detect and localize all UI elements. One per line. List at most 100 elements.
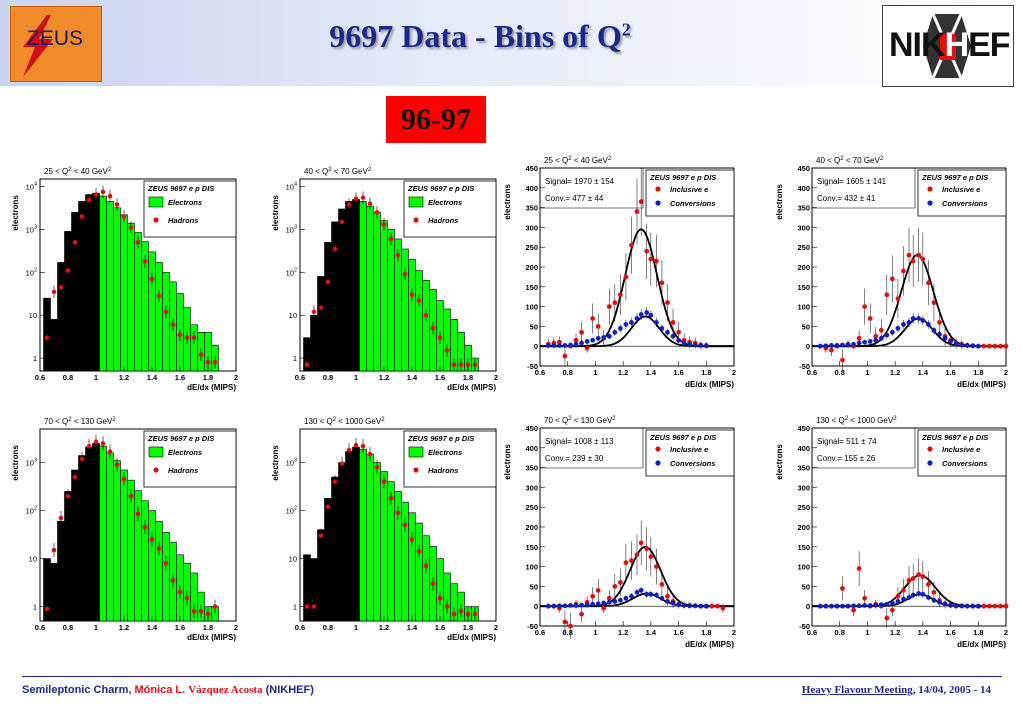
y-tick-label: 1 — [33, 603, 37, 612]
legend-item: Inclusive e — [942, 445, 980, 454]
x-tick-label: 1.6 — [945, 368, 955, 377]
y-tick-label: 200 — [525, 523, 538, 532]
inclusive-point — [573, 337, 579, 343]
hadrons-point — [416, 298, 422, 303]
legend-title: ZEUS 9697 e p DIS — [147, 434, 214, 443]
conversion-point — [920, 318, 926, 323]
hadrons-point — [205, 611, 211, 617]
conversion-point — [634, 316, 640, 321]
inclusive-point — [862, 304, 868, 309]
inclusive-point — [654, 564, 659, 569]
y-tick-label: 100 — [797, 303, 810, 312]
y-tick-exponent: 3 — [34, 458, 37, 464]
hadrons-point — [346, 202, 352, 207]
x-tick-label: 1.8 — [973, 368, 983, 377]
legend-item: Inclusive e — [670, 185, 708, 194]
conversion-point — [867, 603, 873, 608]
y-tick-label: 50 — [530, 582, 538, 591]
signal-label: Signal= 1970 ± 154 — [545, 177, 615, 186]
y-tick-label: 102 — [286, 506, 297, 516]
legend-box — [645, 429, 735, 477]
conversion-point — [659, 325, 665, 331]
electrons-bar — [155, 262, 163, 372]
electrons-bar — [380, 220, 388, 372]
y-tick-label: 10 — [289, 311, 297, 320]
y-tick-base: 10 — [286, 507, 294, 516]
y-tick-label: 1 — [293, 354, 297, 363]
x-tick-label: 1.4 — [407, 623, 418, 632]
x-tick-label: 1.6 — [673, 368, 683, 377]
inclusive-point — [856, 566, 862, 571]
x-axis-label: dE/dx (MIPS) — [447, 633, 496, 642]
conversion-point — [606, 599, 612, 605]
electrons-bar — [366, 205, 374, 372]
hadrons-point — [156, 546, 162, 552]
conversion-point — [579, 602, 584, 608]
chart-title-sup: 2 — [608, 156, 612, 162]
x-tick-label: 1.4 — [646, 368, 657, 377]
conversion-point — [557, 343, 562, 348]
y-tick-label: 0 — [534, 342, 538, 351]
inclusive-point — [992, 603, 998, 609]
legend-item: Conversions — [942, 459, 987, 468]
hadrons-point — [142, 259, 148, 264]
conversion-point — [659, 595, 665, 601]
inclusive-point — [906, 578, 912, 583]
chart-title-sup: 2 — [568, 156, 572, 162]
conversion-point — [878, 602, 884, 608]
y-tick-label: 450 — [525, 164, 538, 173]
inclusive-point — [629, 558, 634, 564]
hadrons-point — [458, 608, 464, 614]
legend-box — [403, 430, 497, 488]
inclusive-point — [634, 209, 640, 214]
legend-box — [645, 169, 735, 217]
y-tick-base: 10 — [26, 225, 34, 234]
x-tick-label: 1.4 — [646, 628, 657, 637]
conversion-point — [851, 341, 856, 347]
electrons-bar — [99, 195, 107, 372]
hadrons-point — [149, 276, 155, 282]
hadrons-point — [395, 252, 401, 258]
inclusive-point — [840, 585, 845, 591]
legend-title: ZEUS 9697 e p DIS — [649, 433, 716, 442]
conversion-point — [817, 343, 823, 349]
conversion-point — [953, 341, 959, 347]
conversion-point — [676, 337, 681, 343]
conversion-point — [623, 322, 629, 327]
x-tick-label: 1.8 — [203, 623, 213, 632]
electrons-bar-selected — [78, 455, 86, 622]
conversion-point — [617, 597, 623, 603]
electrons-bar — [134, 232, 142, 372]
conversion-point — [840, 342, 845, 348]
chart-title: 130 < Q2 < 1000 GeV2 — [304, 417, 385, 426]
conversion-point — [606, 333, 612, 339]
inclusive-point — [623, 560, 629, 566]
hadrons-point — [156, 293, 162, 299]
x-tick-label: 1 — [865, 628, 869, 637]
conversion-point — [948, 339, 953, 344]
hadrons-point — [198, 352, 204, 357]
x-tick-label: 1.2 — [618, 628, 628, 637]
hadrons-point — [325, 279, 331, 285]
hadrons-point — [212, 604, 218, 609]
x-tick-label: 0.6 — [807, 368, 817, 377]
hadrons-point — [191, 335, 197, 340]
conversion-point — [901, 596, 906, 602]
electrons-bar-selected — [78, 201, 86, 372]
x-tick-label: 1.2 — [379, 623, 389, 632]
hadrons-point — [451, 362, 457, 368]
legend-item: Hadrons — [428, 466, 458, 475]
y-axis-label: electrons — [11, 445, 20, 481]
hadrons-point — [65, 493, 71, 499]
inclusive-point — [562, 353, 568, 359]
y-tick-label: 200 — [525, 263, 538, 272]
hadrons-point — [72, 240, 78, 245]
electrons-bar — [155, 520, 163, 622]
legend-item: Electrons — [428, 448, 462, 457]
chart-title-sup: 2 — [112, 417, 116, 423]
inclusive-point — [931, 589, 937, 595]
hadrons-point — [430, 325, 436, 331]
conversion-point — [644, 591, 650, 597]
inclusive-point — [1003, 343, 1009, 349]
